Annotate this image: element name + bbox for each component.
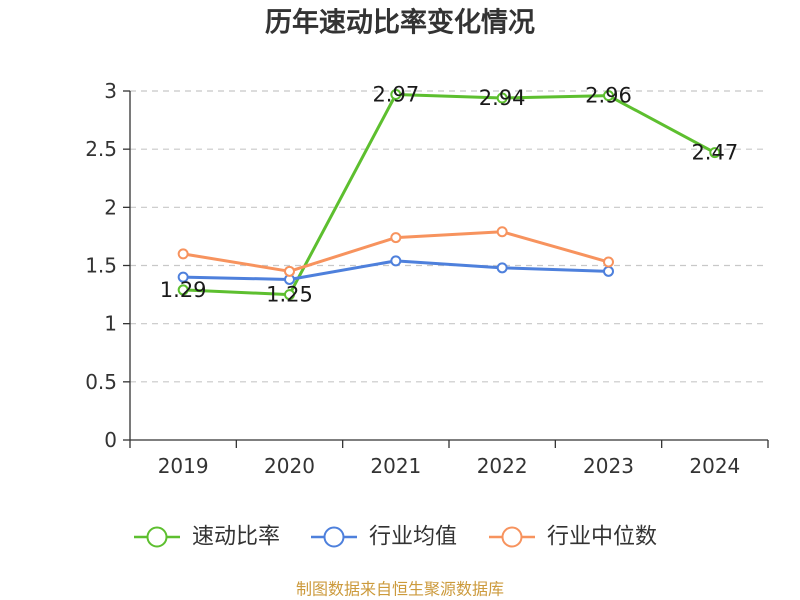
series-line-quick-ratio [183, 92, 716, 297]
data-label-quick-ratio: 2.96 [585, 84, 632, 108]
y-tick-label: 0 [104, 428, 117, 452]
x-tick-label: 2023 [583, 454, 634, 478]
data-point-industry-median[interactable] [603, 256, 614, 268]
series-industry-mean [177, 255, 614, 285]
x-tick-label: 2019 [158, 454, 209, 478]
data-point-industry-mean[interactable] [177, 271, 189, 283]
data-point-industry-median[interactable] [496, 226, 508, 238]
y-tick-label: 2 [104, 195, 117, 219]
data-point-quick-ratio[interactable] [284, 289, 295, 301]
x-tick-label: 2021 [370, 454, 421, 478]
data-point-quick-ratio[interactable] [177, 284, 189, 296]
grid-lines [130, 90, 768, 383]
series-industry-median [177, 226, 614, 277]
x-tick-label: 2020 [264, 454, 315, 478]
y-tick-label: 0.5 [85, 370, 117, 394]
y-tick-label: 1 [104, 312, 117, 336]
data-point-quick-ratio[interactable] [390, 88, 402, 100]
data-label-quick-ratio: 1.25 [266, 283, 313, 307]
legend-label: 行业中位数 [547, 525, 657, 550]
series-lines [177, 88, 721, 301]
data-label-quick-ratio: 2.47 [691, 141, 738, 165]
data-point-industry-mean[interactable] [496, 262, 508, 274]
legend-item-quick-ratio[interactable]: 速动比率 [134, 525, 280, 550]
legend-label: 速动比率 [192, 525, 280, 550]
y-tick-label: 3 [104, 79, 117, 103]
x-tick-label: 2022 [477, 454, 528, 478]
legend-item-industry-median[interactable]: 行业中位数 [489, 525, 657, 550]
data-point-industry-median[interactable] [390, 232, 402, 244]
data-labels: 1.29 1.25 2.97 2.94 2.96 2.47 [160, 82, 738, 306]
y-tick-label: 1.5 [85, 254, 117, 278]
data-point-industry-mean[interactable] [603, 265, 614, 277]
source-note: 制图数据来自恒生聚源数据库 [296, 580, 504, 599]
legend-item-industry-mean[interactable]: 行业均值 [311, 525, 457, 550]
chart-title: 历年速动比率变化情况 [265, 7, 535, 39]
legend-circle-icon [501, 526, 523, 548]
legend[interactable]: 速动比率 行业均值 行业中位数 [134, 525, 657, 550]
axes: 0 0.5 1 1.5 2 2.5 3 2019 2020 2021 2022 2023 2024 [85, 79, 769, 478]
data-label-quick-ratio: 2.97 [372, 82, 419, 106]
data-point-industry-median[interactable] [177, 248, 189, 260]
series-quick-ratio [177, 88, 721, 301]
legend-label: 行业均值 [369, 525, 457, 550]
data-point-quick-ratio[interactable] [496, 92, 508, 104]
legend-circle-icon [323, 526, 345, 548]
y-tick-label: 2.5 [85, 137, 117, 161]
x-tick-label: 2024 [689, 454, 740, 478]
legend-circle-icon [146, 526, 168, 548]
data-point-quick-ratio[interactable] [709, 147, 721, 159]
data-label-quick-ratio: 2.94 [479, 86, 526, 110]
data-label-quick-ratio: 1.29 [160, 278, 207, 302]
data-point-quick-ratio[interactable] [603, 90, 614, 102]
data-point-industry-median[interactable] [284, 265, 295, 277]
data-point-industry-mean[interactable] [390, 255, 402, 267]
